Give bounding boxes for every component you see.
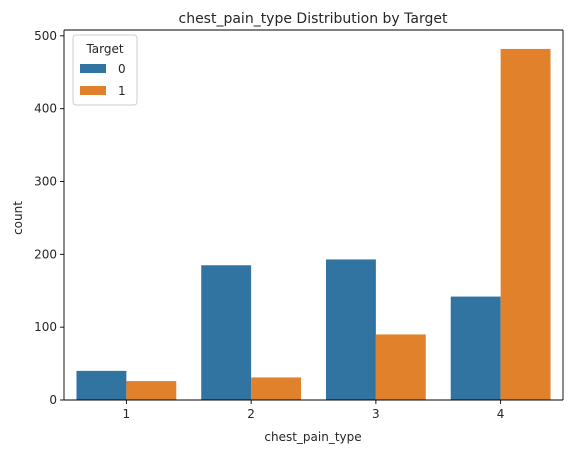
x-tick-label-1: 1 — [123, 407, 131, 421]
legend-swatch-0 — [80, 64, 106, 73]
bar-series-0-cat-1 — [76, 370, 127, 400]
legend: Target 0 1 — [72, 34, 138, 106]
legend-label-0: 0 — [118, 62, 126, 76]
bar-series-1-cat-1 — [126, 381, 177, 400]
y-tick-label-100: 100 — [34, 320, 57, 334]
bar-series-1-cat-4 — [500, 48, 551, 400]
y-tick-label-200: 200 — [34, 247, 57, 261]
y-tick-label-300: 300 — [34, 174, 57, 188]
legend-label-1: 1 — [118, 84, 126, 98]
x-tick-label-2: 2 — [247, 407, 255, 421]
legend-swatch-1 — [80, 86, 106, 95]
bar-series-0-cat-2 — [201, 265, 252, 400]
y-axis-title: count — [11, 201, 25, 235]
y-tick-label-400: 400 — [34, 102, 57, 116]
chart-title: chest_pain_type Distribution by Target — [179, 11, 448, 27]
x-axis-title: chest_pain_type — [264, 430, 361, 444]
plot-area: 0 100 200 300 400 500 1 2 3 4 — [34, 29, 564, 421]
bar-series-1-cat-3 — [375, 334, 426, 400]
legend-title: Target — [85, 42, 123, 56]
y-tick-label-0: 0 — [49, 393, 57, 407]
y-tick-label-500: 500 — [34, 29, 57, 43]
bar-series-1-cat-2 — [251, 377, 302, 400]
x-tick-label-4: 4 — [497, 407, 505, 421]
bar-series-0-cat-4 — [450, 296, 501, 400]
bar-series-0-cat-3 — [325, 259, 376, 400]
x-tick-label-3: 3 — [372, 407, 380, 421]
